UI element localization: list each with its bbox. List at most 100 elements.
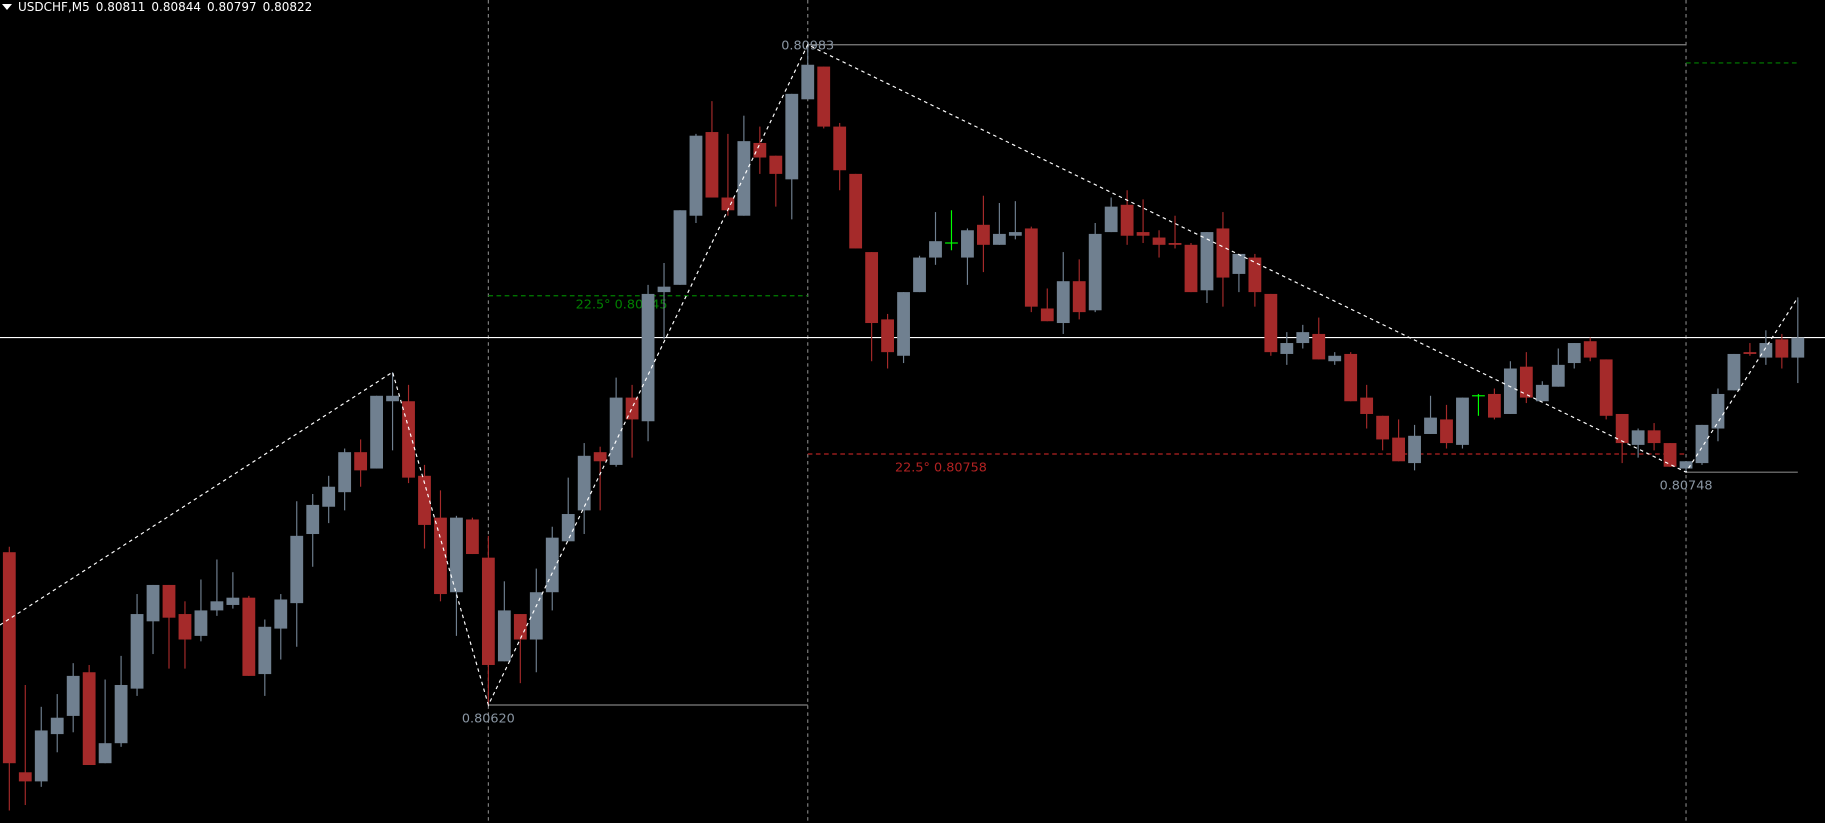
bear-candle-body xyxy=(1392,437,1405,462)
chart-header: USDCHF,M5 0.80811 0.80844 0.80797 0.8082… xyxy=(0,0,318,14)
bull-candle-body xyxy=(897,292,910,356)
bear-candle-body xyxy=(817,66,831,127)
bear-candle-body xyxy=(1024,228,1038,307)
bear-candle-body xyxy=(1376,415,1390,440)
bear-candle-body xyxy=(865,252,879,324)
bull-candle-body xyxy=(1088,233,1102,311)
bear-candle-body xyxy=(705,132,719,198)
bull-candle-body xyxy=(226,597,240,605)
bear-candle-body xyxy=(1583,341,1597,358)
bull-candle-body xyxy=(210,601,224,611)
bear-candle-body xyxy=(977,224,990,245)
bull-candle-body xyxy=(1567,343,1581,364)
bull-candle-body xyxy=(1695,424,1709,464)
bull-candle-body xyxy=(1679,461,1693,469)
bull-candle-body xyxy=(1232,253,1246,274)
bear-candle-body xyxy=(82,672,96,766)
bull-candle-body xyxy=(1631,430,1645,445)
bull-candle-body xyxy=(338,452,352,493)
bull-candle-body xyxy=(98,743,112,764)
bull-candle-body xyxy=(1408,435,1421,464)
bull-candle-body xyxy=(130,614,144,689)
bull-candle-body xyxy=(1280,343,1294,354)
bear-candle-body xyxy=(466,519,479,555)
bear-candle-body xyxy=(881,319,894,353)
bear-candle-body xyxy=(481,557,495,665)
bull-candle-body xyxy=(673,210,687,285)
bear-candle-body xyxy=(1120,204,1134,236)
bull-candle-body xyxy=(1008,232,1022,236)
bull-candle-body xyxy=(929,241,942,258)
bull-candle-body xyxy=(258,626,272,675)
bear-candle-body xyxy=(402,401,415,478)
bear-candle-body xyxy=(1647,430,1661,444)
bear-candle-body xyxy=(1519,366,1533,398)
bull-candle-body xyxy=(913,257,926,293)
bull-candle-body xyxy=(1503,368,1517,414)
bull-candle-body xyxy=(992,233,1006,245)
bull-candle-body xyxy=(114,684,128,744)
dropdown-triangle-icon[interactable] xyxy=(2,4,12,10)
bull-candle-body xyxy=(290,535,304,604)
bear-candle-body xyxy=(1440,419,1453,444)
bear-candle-body xyxy=(625,397,639,420)
ohlc-open: 0.80811 xyxy=(95,0,146,14)
bull-candle-body xyxy=(1535,384,1549,402)
bull-candle-body xyxy=(801,64,815,100)
bull-candle-body xyxy=(609,397,623,465)
bear-candle-body xyxy=(753,142,767,158)
bull-candle-body xyxy=(1056,281,1070,324)
bear-candle-body xyxy=(418,475,431,525)
bull-candle-body xyxy=(306,504,320,535)
bear-candle-body xyxy=(1184,244,1198,293)
bear-candle-body xyxy=(1743,352,1757,354)
bear-candle-body xyxy=(1615,413,1629,444)
bull-candle-body xyxy=(1551,364,1565,387)
bear-candle-body xyxy=(513,614,527,640)
bear-candle-body xyxy=(1072,281,1086,313)
bear-candle-body xyxy=(721,197,735,211)
bull-candle-body xyxy=(194,610,208,636)
bear-candle-body xyxy=(1216,228,1230,278)
zigzag-line xyxy=(0,43,1799,707)
bull-candle-body xyxy=(1104,206,1118,233)
ohlc-low: 0.80797 xyxy=(207,0,257,14)
bull-candle-body xyxy=(1328,355,1342,362)
bull-candle-body xyxy=(34,730,48,782)
bull-candle-body xyxy=(561,514,575,542)
bull-candle-body xyxy=(689,135,703,216)
bull-candle-body xyxy=(1727,353,1741,391)
level-label: 0.80748 xyxy=(1660,479,1713,494)
bear-candle-body xyxy=(1152,237,1166,245)
bear-candle-body xyxy=(1248,257,1262,293)
bull-candle-body xyxy=(50,717,64,735)
bull-candle-body xyxy=(529,592,543,640)
bear-candle-body xyxy=(593,452,607,462)
bear-candle-body xyxy=(1663,443,1677,467)
bear-candle-body xyxy=(2,552,16,764)
bear-candle-body xyxy=(1599,359,1613,416)
bear-candle-body xyxy=(242,597,256,676)
bear-candle-body xyxy=(1264,293,1278,353)
bull-candle-body xyxy=(1711,393,1725,429)
bear-candle-body xyxy=(1344,353,1358,402)
bull-candle-body xyxy=(577,455,591,511)
bull-candle-body xyxy=(737,141,751,216)
bull-candle-body xyxy=(66,675,80,716)
bear-candle-body xyxy=(178,614,192,640)
bull-candle-body xyxy=(1456,397,1469,445)
bear-candle-body xyxy=(1168,243,1182,245)
bear-candle-body xyxy=(354,452,368,471)
bull-candle-body xyxy=(274,599,288,629)
bull-candle-body xyxy=(450,517,463,593)
bull-candle-body xyxy=(497,610,511,662)
bear-candle-body xyxy=(1040,308,1054,322)
bull-candle-body xyxy=(1200,232,1214,291)
bear-candle-body xyxy=(1360,397,1374,414)
bear-candle-body xyxy=(849,173,863,249)
bull-candle-body xyxy=(370,395,383,469)
bear-candle-body xyxy=(162,584,176,618)
bear-candle-body xyxy=(1775,339,1789,358)
bear-candle-body xyxy=(833,126,847,171)
